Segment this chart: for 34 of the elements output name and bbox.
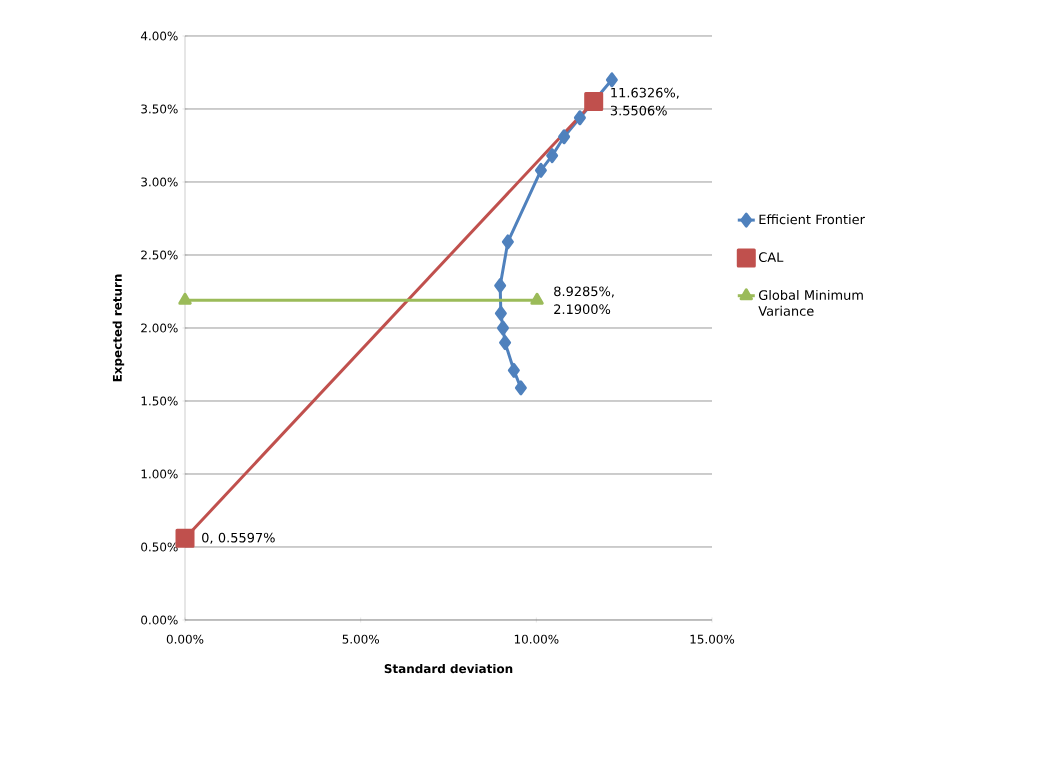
point: [605, 72, 618, 88]
y-tick-label: 1.00%: [141, 469, 178, 479]
y-tick-label: 0.00%: [141, 615, 178, 625]
y-tick-label: 2.50%: [141, 250, 178, 260]
x-tick-label: 10.00%: [514, 634, 559, 644]
y-tick-label: 2.00%: [141, 323, 178, 333]
annotation: 11.6326%, 3.5506%: [610, 87, 679, 116]
point: [499, 335, 512, 351]
legend-label: Global Minimum Variance: [758, 289, 863, 316]
y-tick-label: 3.50%: [141, 104, 178, 114]
annotation: 8.9285%, 2.1900%: [554, 286, 614, 315]
y-axis-title: Expected return: [112, 274, 125, 382]
point: [494, 278, 507, 294]
y-tick-label: 0.50%: [141, 542, 178, 552]
point: [558, 129, 571, 145]
x-tick-label: 5.00%: [342, 634, 379, 644]
point: [546, 148, 559, 164]
point: [507, 362, 520, 378]
x-tick-label: 0.00%: [166, 634, 204, 644]
legend-label: CAL: [759, 252, 784, 262]
point: [494, 305, 507, 321]
point: [584, 92, 604, 112]
point: [534, 162, 547, 178]
x-tick-label: 15.00%: [690, 634, 735, 644]
point: [573, 110, 586, 126]
y-tick-label: 1.50%: [141, 396, 178, 406]
point: [501, 234, 514, 250]
annotation: 0, 0.5597%: [202, 532, 275, 544]
legend-label: Efficient Frontier: [759, 214, 865, 225]
x-axis-title: Standard deviation: [384, 663, 513, 674]
y-tick-label: 3.00%: [141, 177, 178, 187]
point: [514, 380, 527, 396]
point: [496, 320, 509, 336]
y-tick-label: 4.00%: [140, 31, 178, 41]
